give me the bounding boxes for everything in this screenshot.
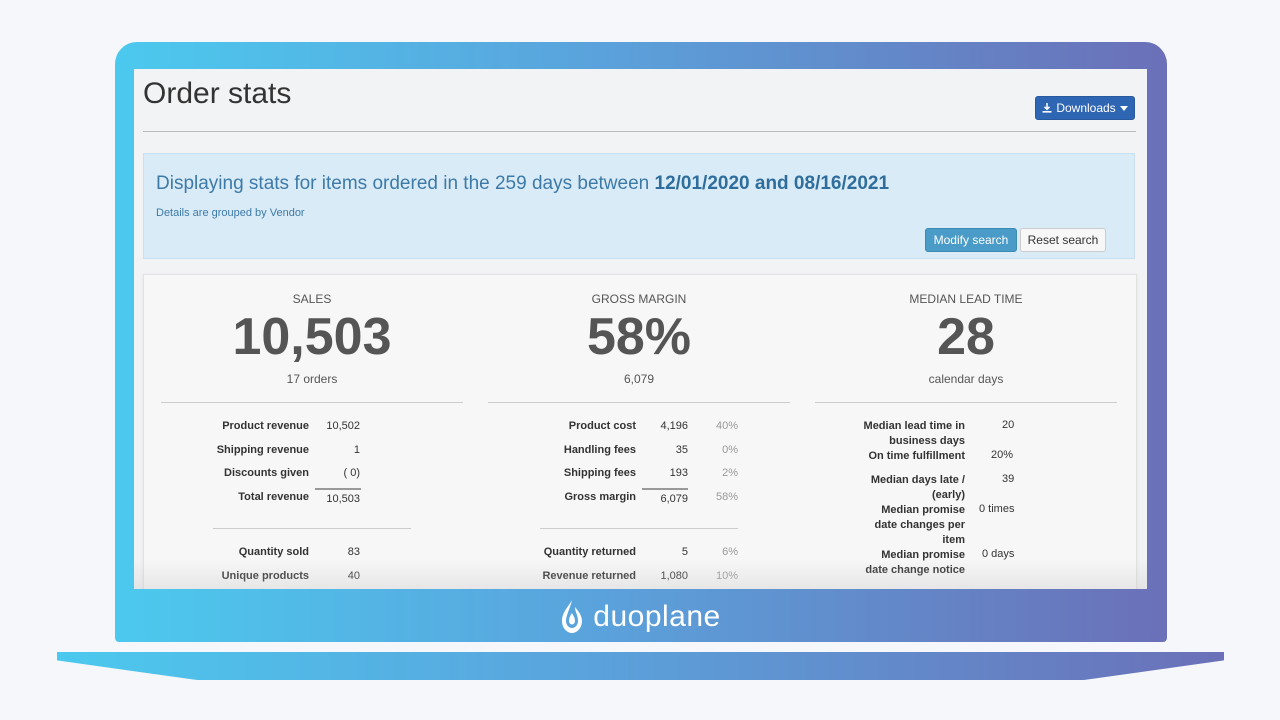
shipping-fees-label: Shipping fees [563,467,636,479]
total-rule [315,488,361,490]
caret-down-icon [1119,105,1128,111]
margin-subdivider [540,528,738,529]
quantity-returned-pct: 6% [722,546,738,558]
shipping-fees-pct: 2% [722,467,738,479]
margin-divider [488,402,790,403]
brand-name: duoplane [593,600,721,633]
grouping-note: Details are grouped by Vendor [156,207,305,219]
total-revenue-label: Total revenue [238,491,309,503]
quantity-sold-label: Quantity sold [238,546,309,558]
handling-fees-value: 35 [675,444,688,456]
gross-margin-label: GROSS MARGIN [591,292,687,306]
lead-time-value: 28 [937,308,995,366]
median-lead-business-days-value: 20 [1002,419,1015,431]
gross-margin-row-pct: 58% [715,491,738,503]
handling-fees-pct: 0% [722,444,738,456]
banner-date-range: 12/01/2020 and 08/16/2021 [654,173,890,194]
product-cost-label: Product cost [568,420,636,432]
median-promise-notice-label: Median promise date change notice [865,549,965,576]
unique-products-label: Unique products [221,570,309,582]
lead-divider [815,402,1117,403]
revenue-returned-label: Revenue returned [542,570,636,582]
margin-total-rule [642,488,688,490]
reset-search-button[interactable]: Reset search [1020,228,1106,252]
banner-heading: Displaying stats for items ordered in th… [156,173,889,195]
product-cost-value: 4,196 [660,420,688,432]
brand-footer: duoplane [0,596,1280,638]
gross-margin-column: GROSS MARGIN 58% 6,079 Product cost 4,19… [488,275,790,589]
quantity-returned-value: 5 [681,546,688,558]
sales-subdivider [213,528,411,529]
gross-margin-value: 58% [586,308,692,366]
revenue-returned-value: 1,080 [660,570,688,582]
median-promise-changes-value: 0 times [979,503,1015,515]
download-icon [1042,103,1052,113]
revenue-returned-pct: 10% [715,570,738,582]
quantity-returned-label: Quantity returned [543,546,636,558]
sales-divider [161,402,463,403]
duoplane-logo-icon [562,600,583,633]
app-screen: Order stats Downloads Displaying stats f… [134,69,1147,589]
sales-value: 10,503 [232,308,392,366]
lead-time-column: MEDIAN LEAD TIME 28 calendar days Median… [815,275,1117,589]
product-revenue-value: 10,502 [326,420,360,432]
gross-margin-row-value: 6,079 [660,493,688,505]
median-promise-changes-label: Median promise date changes per item [874,504,965,546]
median-lead-business-days-label: Median lead time in business days [863,420,965,447]
shipping-revenue-value: 1 [353,444,360,456]
product-cost-pct: 40% [715,420,738,432]
modify-search-button[interactable]: Modify search [925,228,1017,252]
median-days-late-label: Median days late / (early) [870,474,965,501]
search-summary-banner: Displaying stats for items ordered in th… [143,153,1135,259]
gross-margin-amount: 6,079 [623,372,655,386]
lead-time-label: MEDIAN LEAD TIME [909,292,1023,306]
median-promise-notice-value: 0 days [982,548,1015,560]
stats-card: SALES 10,503 17 orders Product revenue 1… [143,274,1137,589]
median-days-late-value: 39 [1002,473,1015,485]
downloads-label: Downloads [1056,101,1116,115]
page-title: Order stats [143,77,292,110]
shipping-revenue-label: Shipping revenue [216,444,309,456]
discounts-value: ( 0) [343,467,361,479]
header-divider [143,131,1136,132]
gross-margin-row-label: Gross margin [564,491,636,503]
shipping-fees-value: 193 [669,467,688,479]
total-revenue-value: 10,503 [326,493,360,505]
sales-orders: 17 orders [286,372,338,386]
banner-heading-text: Displaying stats for items ordered in th… [156,173,655,194]
laptop-base [57,652,1224,680]
quantity-sold-value: 83 [347,546,360,558]
lead-time-unit: calendar days [928,372,1004,386]
handling-fees-label: Handling fees [563,444,636,456]
on-time-fulfillment-label: On time fulfillment [868,450,965,462]
unique-products-value: 40 [347,570,360,582]
sales-column: SALES 10,503 17 orders Product revenue 1… [161,275,463,589]
product-revenue-label: Product revenue [222,420,309,432]
discounts-label: Discounts given [224,467,309,479]
downloads-button[interactable]: Downloads [1035,96,1135,120]
sales-label: SALES [292,292,332,306]
on-time-fulfillment-value: 20% [991,449,1014,461]
